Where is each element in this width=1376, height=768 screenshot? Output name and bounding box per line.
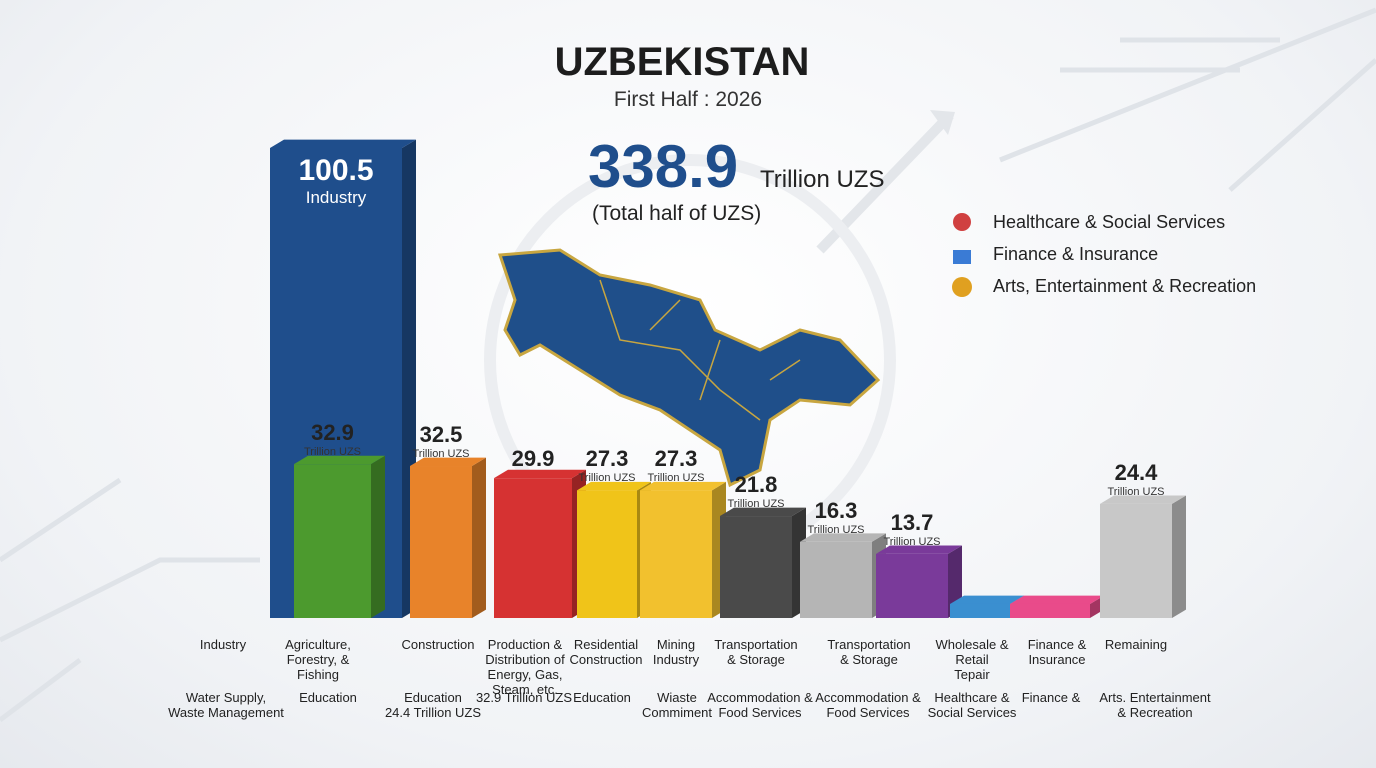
category-label-secondary: 32.9 Trillion UZS bbox=[475, 690, 573, 705]
value-label: 13.7 bbox=[890, 509, 934, 535]
bar bbox=[876, 553, 948, 618]
bar bbox=[800, 541, 872, 618]
value-label: 29.9 bbox=[511, 446, 555, 472]
bar-top bbox=[720, 507, 806, 517]
unit-label: Trillion UZS bbox=[807, 523, 865, 536]
bar-top bbox=[1010, 595, 1104, 604]
bar-side bbox=[472, 457, 486, 618]
category-label: Industry bbox=[199, 637, 247, 652]
unit-label: Trillion UZS bbox=[578, 472, 636, 485]
value-label: 32.9 bbox=[311, 420, 354, 446]
unit-label: Trillion UZS bbox=[727, 498, 785, 511]
bar bbox=[577, 490, 637, 618]
category-label-secondary: Water Supply, Waste Management bbox=[168, 690, 284, 720]
bar bbox=[1010, 603, 1090, 618]
total: 338.9 bbox=[588, 133, 739, 200]
bar bbox=[640, 490, 712, 618]
unit-label: Trillion UZS bbox=[647, 472, 705, 485]
value-label: 24.4 bbox=[1114, 459, 1158, 485]
category-label-secondary: Education bbox=[299, 690, 357, 705]
category-label: Construction bbox=[401, 637, 475, 652]
category-label: Finance & Insurance bbox=[1027, 637, 1087, 667]
legend-entry: Healthcare & Social Services bbox=[993, 212, 1226, 232]
bar-top bbox=[876, 545, 962, 554]
legend-entry: Finance & Insurance bbox=[993, 244, 1159, 264]
value-label: 27.3 bbox=[585, 446, 629, 472]
value-label: 100.5 bbox=[298, 154, 374, 187]
legend-entry: Arts, Entertainment & Recreation bbox=[993, 276, 1257, 296]
value-label: 32.5 bbox=[419, 422, 463, 447]
bar-top bbox=[494, 469, 586, 479]
bar-top bbox=[1100, 495, 1186, 504]
bar-top bbox=[640, 481, 726, 491]
legend-icons bbox=[952, 213, 972, 297]
subtitle: First Half : 2026 bbox=[613, 88, 763, 111]
category-label-secondary: Education 24.4 Trillion UZS bbox=[384, 690, 482, 720]
category-label-secondary: Wiaste Commiment bbox=[641, 690, 713, 720]
category-label-secondary: Accommodation & Food Services bbox=[707, 690, 813, 720]
bar-top bbox=[950, 595, 1024, 604]
bar-side bbox=[371, 455, 385, 618]
value-label: 16.3 bbox=[814, 497, 858, 523]
category-label-secondary: Finance & bbox=[1021, 690, 1081, 705]
bar-side bbox=[1172, 495, 1186, 618]
total-unit: Trillion UZS bbox=[760, 166, 885, 193]
category-label-secondary: Education bbox=[573, 690, 631, 705]
total-note: (Total half of UZS) bbox=[592, 202, 762, 225]
title: UZBEKISTAN bbox=[554, 40, 810, 84]
value-label: 21.8 bbox=[734, 472, 778, 498]
category-label-secondary: Arts. Entertainment & Recreation bbox=[1099, 690, 1211, 720]
bar bbox=[950, 603, 1010, 618]
map bbox=[497, 248, 881, 488]
category-label: Residential Construction bbox=[569, 637, 643, 667]
bar-label: Industry bbox=[305, 188, 367, 207]
category-label: Mining Industry bbox=[652, 637, 700, 667]
category-label: Agriculture, Forestry, & Fishing bbox=[285, 637, 351, 682]
category-label: Transportation & Storage bbox=[714, 637, 798, 667]
unit-label: Trillion UZS bbox=[883, 535, 941, 548]
unit-label: Trillion UZS bbox=[303, 446, 362, 459]
unit-label: Trillion UZS bbox=[1107, 485, 1165, 498]
bar-top bbox=[410, 457, 486, 467]
bar bbox=[720, 516, 792, 618]
bar-top bbox=[294, 455, 385, 465]
value-label: 27.3 bbox=[654, 446, 698, 472]
category-label: Wholesale & Retail Tepair bbox=[935, 637, 1009, 682]
category-label: Transportation & Storage bbox=[827, 637, 911, 667]
category-label: Production & Distribution of Energy, Gas… bbox=[485, 637, 565, 697]
bar-top bbox=[577, 481, 651, 491]
bar-top bbox=[800, 533, 886, 542]
unit-label: Trillion UZS bbox=[412, 448, 470, 460]
bar bbox=[1100, 503, 1172, 618]
bar bbox=[294, 464, 371, 618]
category-label-secondary: Healthcare & Social Services bbox=[927, 690, 1017, 720]
category-label: Remaining bbox=[1104, 637, 1168, 652]
category-label-secondary: Accommodation & Food Services bbox=[815, 690, 921, 720]
bar bbox=[410, 466, 472, 618]
bar bbox=[494, 478, 572, 618]
bar-top bbox=[270, 139, 416, 148]
